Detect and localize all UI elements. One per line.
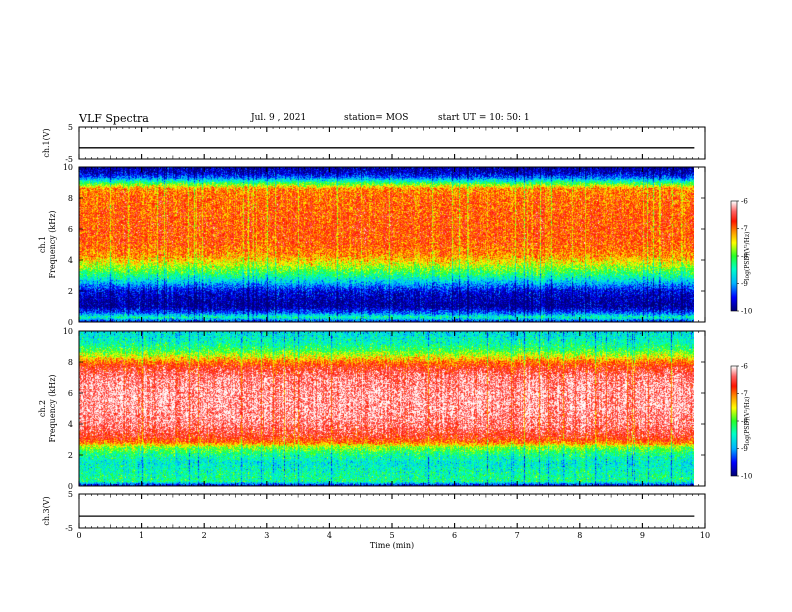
xtick-label-3: 3 (264, 531, 269, 540)
x-axis-label: Time (min) (370, 541, 414, 550)
ch2-colorbar-tick-label: -7 (741, 390, 748, 398)
xtick-label-2: 2 (202, 531, 207, 540)
ch2-spectrogram-ytick-label: 2 (68, 451, 73, 460)
figure-title: VLF Spectra (79, 112, 149, 125)
ch2-colorbar-tick-label: -6 (741, 363, 748, 371)
ch1-colorbar-tick-label: -9 (741, 280, 748, 288)
ch2-spectrogram-ytick-label: 6 (68, 389, 73, 398)
ch1-spectrogram-ytick-label: 8 (68, 194, 73, 203)
station-label: station= MOS (344, 113, 409, 123)
ch2-colorbar-label: log(PSD)(V²/Hz) (744, 397, 751, 446)
xtick-label-10: 10 (700, 531, 710, 540)
ch1-axis-label: ch.1(V) (42, 128, 51, 157)
ch2-colorbar (731, 366, 737, 476)
xtick-label-9: 9 (640, 531, 645, 540)
ch1-spectrogram-ytick-label: 10 (63, 163, 73, 172)
ch3-ytick-label: 5 (68, 490, 73, 499)
ch1-spectrogram-image (79, 167, 694, 322)
ch1-spectrogram-ytick-label: 0 (68, 318, 73, 327)
start-time-label: start UT = 10: 50: 1 (438, 113, 530, 123)
ch3-axis-label: ch.3(V) (42, 496, 51, 525)
ch1-ytick-label: -5 (65, 155, 73, 164)
ch2-spectrogram-ytick-label: 0 (68, 482, 73, 491)
ch2-colorbar-tick-label: -10 (741, 473, 752, 481)
ch1-colorbar-tick-label: -8 (741, 253, 748, 261)
ch1-freq-label: Frequency (kHz) (48, 210, 57, 278)
ch2-spec-label: ch.2 (38, 400, 47, 417)
ch1-spectrogram-ytick-label: 4 (68, 256, 73, 265)
ch1-ytick-label: 5 (68, 123, 73, 132)
ch3-ytick-label: -5 (65, 524, 73, 533)
ch1-spectrogram-ytick-label: 2 (68, 287, 73, 296)
ch2-freq-label: Frequency (kHz) (48, 374, 57, 442)
ch1-colorbar-tick-label: -10 (741, 308, 752, 316)
xtick-label-6: 6 (452, 531, 457, 540)
ch1-spec-label: ch.1 (38, 236, 47, 253)
ch3-frame (78, 493, 706, 529)
ch1-colorbar (731, 201, 737, 311)
ch2-spectrogram-ytick-label: 8 (68, 358, 73, 367)
ch2-colorbar-tick-label: -9 (741, 445, 748, 453)
xtick-label-4: 4 (327, 531, 332, 540)
ch1-colorbar-tick-label: -7 (741, 225, 748, 233)
ch2-spectrogram-image (79, 331, 694, 486)
xtick-label-0: 0 (76, 531, 81, 540)
xtick-label-1: 1 (139, 531, 144, 540)
ch2-spectrogram-ytick-label: 4 (68, 420, 73, 429)
date-label: Jul. 9 , 2021 (251, 113, 307, 123)
ch2-colorbar-tick-label: -8 (741, 418, 748, 426)
ch1-colorbar-label: log(PSD)(V²/Hz) (744, 232, 751, 281)
ch1-colorbar-tick-label: -6 (741, 198, 748, 206)
ch2-spectrogram-ytick-label: 10 (63, 327, 73, 336)
xtick-label-8: 8 (577, 531, 582, 540)
ch1-spectrogram-ytick-label: 6 (68, 225, 73, 234)
xtick-label-5: 5 (389, 531, 394, 540)
xtick-label-7: 7 (515, 531, 520, 540)
